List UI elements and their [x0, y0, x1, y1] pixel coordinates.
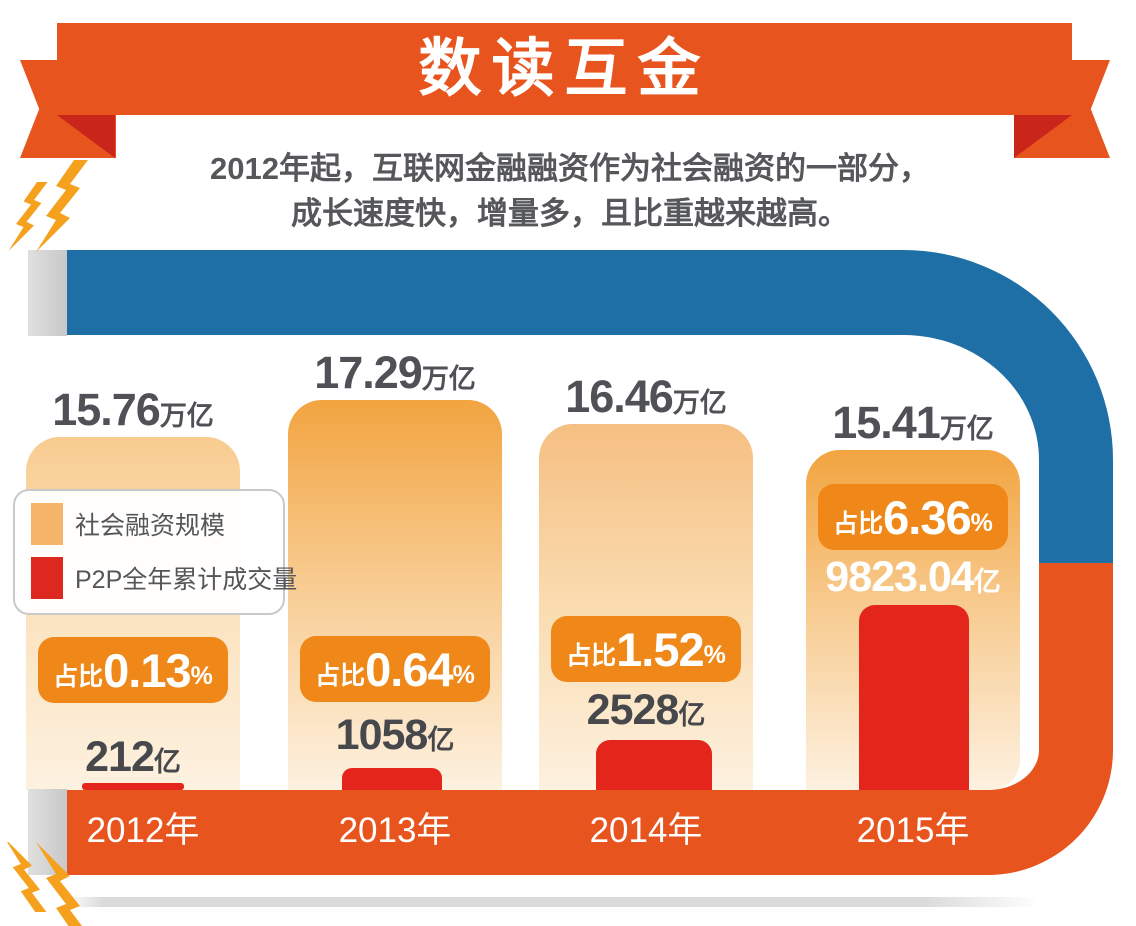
p2p-volume-value: 9823.04亿 [825, 553, 1001, 601]
lightning-icon [7, 842, 82, 926]
ratio-badge: 占比 0.64% [300, 636, 490, 702]
ratio-badge: 占比 0.13% [38, 637, 228, 703]
social-financing-bar [539, 424, 753, 790]
legend-label-p2p: P2P全年累计成交量 [75, 566, 298, 594]
social-financing-value: 17.29万亿 [314, 347, 476, 398]
social-financing-value: 15.76万亿 [52, 384, 214, 435]
year-label: 2014年 [589, 811, 703, 850]
legend-swatch-p2p [31, 557, 63, 599]
social-financing-value: 16.46万亿 [565, 371, 727, 422]
lightning-icon [8, 160, 88, 252]
ground-shadow [65, 897, 1040, 907]
legend-item-social: 社会融资规模 [31, 503, 225, 545]
ribbon-banner [57, 23, 1072, 115]
p2p-volume-value: 212亿 [85, 733, 181, 781]
year-label: 2012年 [86, 811, 200, 850]
year-label: 2015年 [856, 811, 970, 850]
subtitle-line-1: 2012年起，互联网金融融资作为社会融资的一部分， [210, 151, 930, 186]
p2p-volume-bar [596, 740, 712, 790]
p2p-volume-bar [342, 768, 442, 790]
page-title: 数读互金 [418, 34, 711, 104]
ratio-badge: 占比 6.36% [818, 484, 1008, 550]
orange-flow-pipe [65, 563, 1113, 875]
pipe-end-cap-top [28, 250, 67, 336]
subtitle: 2012年起，互联网金融融资作为社会融资的一部分， 成长速度快，增量多，且比重越… [90, 146, 1050, 236]
p2p-volume-bar [859, 605, 969, 790]
p2p-volume-value: 2528亿 [586, 686, 706, 734]
subtitle-line-2: 成长速度快，增量多，且比重越来越高。 [291, 196, 849, 231]
legend-item-p2p: P2P全年累计成交量 [31, 557, 297, 599]
ratio-badge: 占比 1.52% [551, 616, 741, 682]
legend-swatch-social [31, 503, 63, 545]
legend: 社会融资规模 P2P全年累计成交量 [13, 489, 297, 615]
legend-label-social: 社会融资规模 [75, 512, 226, 540]
year-label: 2013年 [338, 811, 452, 850]
p2p-volume-value: 1058亿 [335, 711, 455, 759]
pipe-end-cap-bottom [28, 789, 67, 875]
social-financing-value: 15.41万亿 [832, 397, 994, 448]
social-financing-bar [288, 400, 502, 790]
